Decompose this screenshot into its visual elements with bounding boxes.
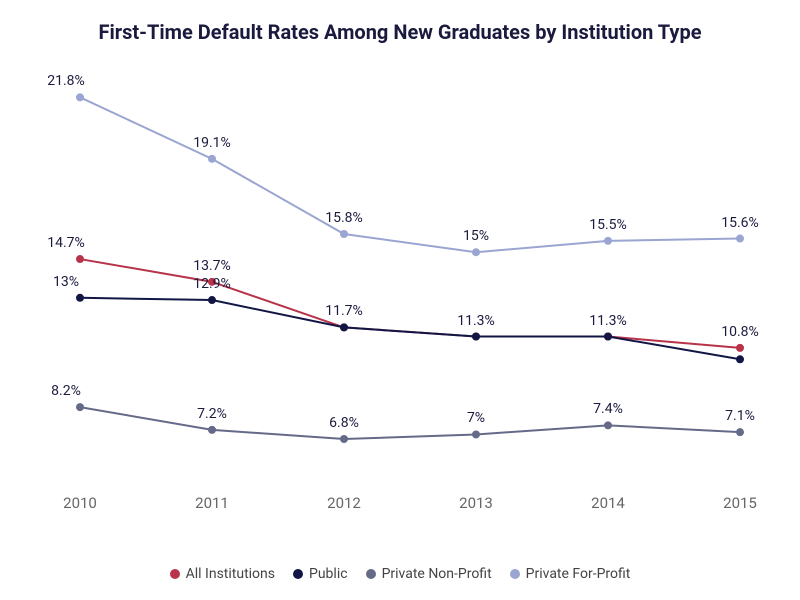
data-point xyxy=(736,355,744,363)
x-axis-label: 2015 xyxy=(723,494,757,512)
line-chart-svg xyxy=(60,60,760,520)
data-point xyxy=(736,235,744,243)
chart-title: First-Time Default Rates Among New Gradu… xyxy=(0,20,800,44)
data-point xyxy=(736,428,744,436)
legend-label: Private Non-Profit xyxy=(382,566,492,582)
plot-area: 21.8%19.1%15.8%15%15.5%15.6%14.7%13.7%10… xyxy=(60,60,760,520)
data-point xyxy=(472,430,480,438)
data-label: 19.1% xyxy=(193,135,231,151)
legend-dot xyxy=(366,569,376,579)
x-axis-label: 2010 xyxy=(63,494,97,512)
data-label: 15.6% xyxy=(721,215,759,231)
data-point xyxy=(604,237,612,245)
data-label: 10.8% xyxy=(721,324,759,340)
data-label: 15% xyxy=(463,228,489,244)
data-point xyxy=(340,435,348,443)
data-label: 8.2% xyxy=(51,383,81,399)
data-point xyxy=(604,333,612,341)
series-line xyxy=(80,407,740,439)
data-label: 11.3% xyxy=(589,313,627,329)
legend-item: Public xyxy=(293,566,348,582)
data-label: 7.2% xyxy=(197,406,227,422)
data-point xyxy=(472,333,480,341)
legend: All Institutions Public Private Non-Profit… xyxy=(0,566,800,582)
data-label: 15.8% xyxy=(325,210,363,226)
data-label: 13% xyxy=(53,274,79,290)
data-point xyxy=(340,230,348,238)
data-label: 21.8% xyxy=(47,73,85,89)
legend-label: Public xyxy=(309,566,348,582)
data-label: 7% xyxy=(467,410,485,426)
data-label: 7.1% xyxy=(725,408,755,424)
data-point xyxy=(208,155,216,163)
series-line xyxy=(80,97,740,252)
data-point xyxy=(76,255,84,263)
x-axis-label: 2014 xyxy=(591,494,625,512)
data-label: 11.7% xyxy=(325,303,363,319)
data-label: 14.7% xyxy=(47,235,85,251)
data-point xyxy=(76,294,84,302)
legend-dot xyxy=(293,569,303,579)
legend-item: Private Non-Profit xyxy=(366,566,492,582)
data-point xyxy=(76,403,84,411)
default-rate-chart: First-Time Default Rates Among New Gradu… xyxy=(0,0,800,600)
data-point xyxy=(208,426,216,434)
data-label: 15.5% xyxy=(589,217,627,233)
data-label: 6.8% xyxy=(329,415,359,431)
data-point xyxy=(76,93,84,101)
legend-dot xyxy=(510,569,520,579)
series-line xyxy=(80,259,740,348)
data-label: 11.3% xyxy=(457,313,495,329)
data-point xyxy=(340,323,348,331)
x-axis-label: 2012 xyxy=(327,494,361,512)
data-point xyxy=(472,248,480,256)
legend-item: All Institutions xyxy=(170,566,275,582)
data-label: 7.4% xyxy=(593,401,623,417)
data-point xyxy=(208,296,216,304)
legend-label: All Institutions xyxy=(186,566,275,582)
data-label: 12.9% xyxy=(193,276,231,292)
legend-label: Private For-Profit xyxy=(526,566,631,582)
legend-item: Private For-Profit xyxy=(510,566,631,582)
x-axis-label: 2013 xyxy=(459,494,493,512)
data-label: 13.7% xyxy=(193,258,231,274)
x-axis-label: 2011 xyxy=(195,494,229,512)
series-line xyxy=(80,298,740,360)
legend-dot xyxy=(170,569,180,579)
data-point xyxy=(736,344,744,352)
data-point xyxy=(604,421,612,429)
